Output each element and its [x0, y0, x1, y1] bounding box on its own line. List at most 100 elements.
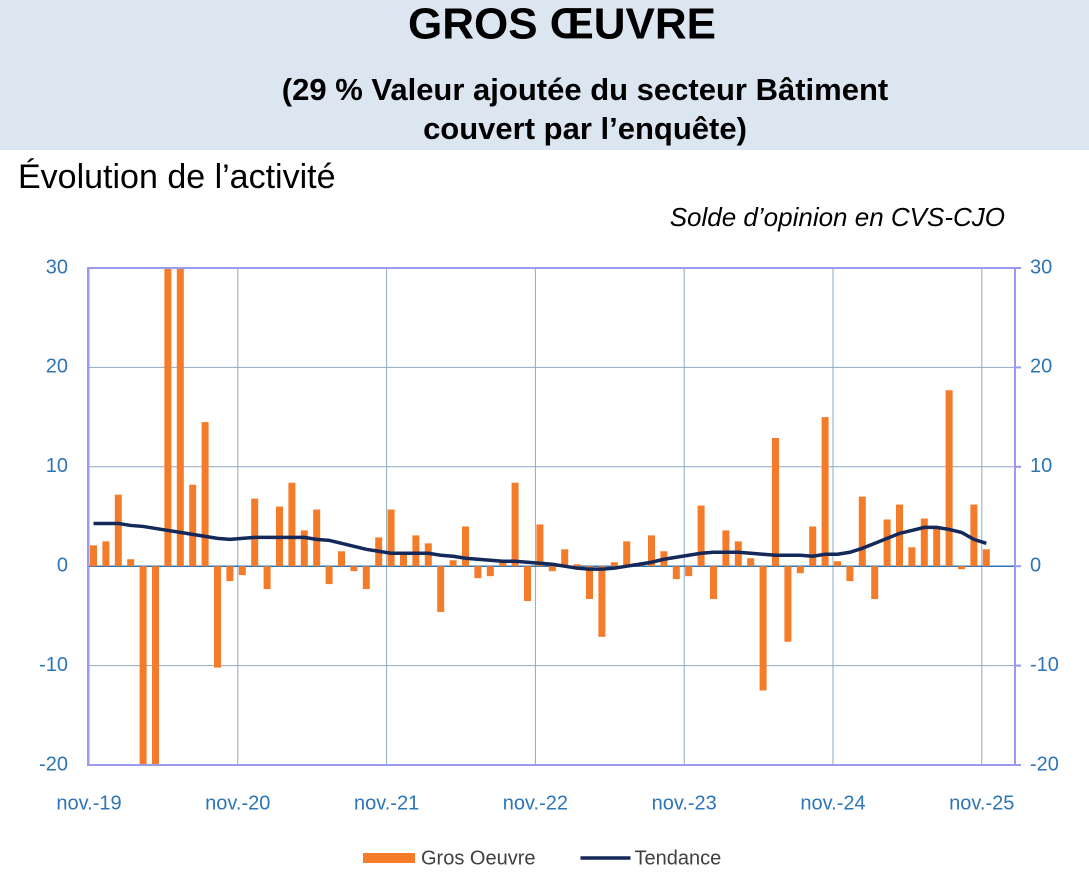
bar	[338, 551, 345, 567]
bar	[474, 566, 482, 579]
bar	[908, 547, 916, 567]
bar	[722, 530, 730, 567]
bar	[449, 560, 457, 567]
x-tick-label: nov.-24	[800, 792, 865, 814]
bar	[648, 535, 655, 567]
bar	[462, 526, 469, 567]
y2-tick-label: -20	[1030, 753, 1059, 775]
subtitle: (29 % Valeur ajoutée du secteur Bâtiment	[282, 72, 888, 107]
bar	[251, 498, 259, 567]
x-tick-label: nov.-23	[652, 792, 717, 814]
bar	[201, 422, 209, 567]
title: GROS ŒUVRE	[408, 0, 716, 49]
x-tick-label: nov.-22	[503, 792, 568, 814]
y-tick-label: -20	[39, 753, 68, 775]
bar	[871, 566, 879, 600]
bar	[710, 566, 717, 600]
trend-line	[93, 521, 987, 571]
legend-label: Tendance	[634, 847, 721, 869]
bar	[834, 561, 841, 567]
section-title: Évolution de l’activité	[18, 158, 336, 196]
bar	[226, 566, 234, 582]
bar	[325, 566, 333, 585]
bar	[809, 526, 817, 567]
bar	[400, 553, 407, 567]
bar	[102, 541, 110, 567]
labels: -20 -10 0 10 20 30 -20 -10 0 10 20 30 nov.-19 nov.-20…	[39, 256, 1059, 869]
bar	[300, 530, 308, 567]
x-tick-label: nov.-20	[205, 792, 270, 814]
bar	[350, 566, 358, 572]
bar	[263, 566, 271, 590]
bar	[945, 390, 953, 567]
y2-tick-label: -10	[1030, 654, 1059, 676]
bar	[114, 494, 122, 567]
bar	[982, 549, 990, 567]
bar	[139, 566, 147, 765]
bar	[685, 566, 693, 577]
bar	[90, 545, 97, 567]
bar	[610, 562, 618, 567]
x-tick-label: nov.-25	[949, 792, 1014, 814]
bar	[412, 535, 420, 567]
bar	[536, 524, 544, 567]
bar	[672, 566, 680, 580]
y2-tick-label: 10	[1030, 455, 1052, 477]
bar	[288, 482, 296, 567]
legend-label: Gros Oeuvre	[421, 847, 535, 869]
bar	[846, 566, 854, 582]
bar	[486, 566, 494, 577]
bar	[896, 504, 903, 567]
bar	[586, 566, 593, 600]
y-tick-label: 0	[57, 554, 68, 576]
bar	[573, 564, 581, 567]
bar	[238, 566, 246, 576]
y2-tick-label: 30	[1030, 256, 1052, 278]
x-tick-label: nov.-19	[56, 792, 121, 814]
x-tick-label: nov.-21	[354, 792, 419, 814]
bar	[362, 566, 370, 590]
bar	[933, 526, 941, 567]
bar	[561, 549, 569, 567]
bar	[189, 484, 197, 567]
bar	[152, 566, 159, 765]
bars	[90, 268, 990, 765]
y-tick-label: 10	[46, 455, 68, 477]
bar	[970, 504, 978, 567]
bar	[499, 560, 507, 567]
bar	[759, 566, 767, 691]
y-tick-label: 30	[46, 256, 68, 278]
bar	[176, 268, 184, 567]
bar	[598, 566, 606, 637]
bar	[784, 566, 792, 642]
y-tick-label: 20	[46, 356, 68, 378]
lines	[93, 521, 987, 571]
bar	[697, 505, 705, 567]
bar	[623, 541, 631, 567]
chart-subtitle: Solde d’opinion en CVS-CJO	[670, 202, 1005, 232]
y2-tick-label: 20	[1030, 356, 1052, 378]
bar	[387, 509, 395, 567]
bar	[796, 566, 804, 574]
bar	[958, 566, 965, 570]
bar	[747, 558, 755, 567]
y2-tick-label: 0	[1030, 554, 1041, 576]
header-band	[0, 0, 1089, 150]
grid	[88, 267, 1015, 766]
bar	[437, 566, 445, 612]
legend-swatch	[363, 853, 415, 863]
y-tick-label: -10	[39, 654, 68, 676]
bar	[214, 566, 221, 668]
bar	[821, 417, 829, 567]
bar	[858, 496, 866, 567]
bar	[511, 482, 519, 567]
bar	[127, 559, 135, 567]
bar	[164, 268, 172, 567]
bar	[548, 566, 556, 572]
bar	[883, 519, 891, 567]
subtitle: couvert par l’enquête)	[423, 111, 747, 146]
bar	[524, 566, 531, 601]
bar	[772, 437, 779, 567]
plot-border	[87, 267, 1016, 766]
